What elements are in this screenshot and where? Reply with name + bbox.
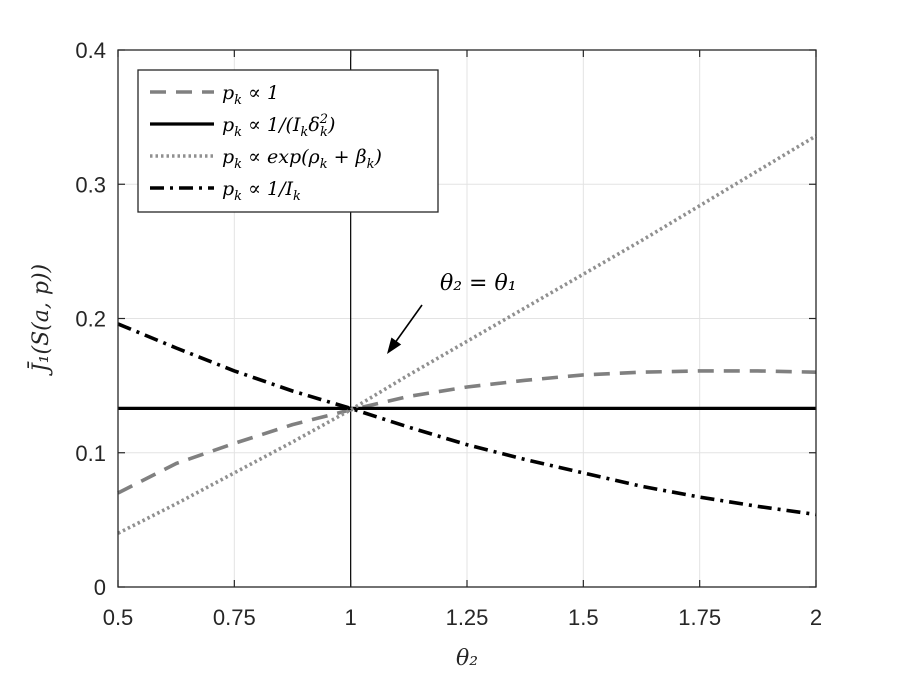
ticks bbox=[117, 49, 817, 588]
legend: pk ∝ 1 pk ∝ 1/(Ikδ2 k) pk ∝ exp(ρk + βk) pk … bbox=[137, 69, 439, 213]
x-tick-label: 2 bbox=[810, 605, 822, 630]
x-tick-label: 0.5 bbox=[103, 605, 134, 630]
series-line-3 bbox=[117, 134, 817, 535]
x-tick-label: 1.75 bbox=[678, 605, 721, 630]
y-axis-label: J̄₁(S(a, p)) bbox=[27, 264, 54, 376]
series-line-1 bbox=[117, 369, 817, 495]
legend-label-4: pk ∝ 1/Ik bbox=[222, 178, 301, 204]
x-tick-label: 1.25 bbox=[446, 605, 489, 630]
y-tick-label: 0.4 bbox=[75, 38, 106, 63]
x-axis-label: θ₂ bbox=[456, 646, 478, 671]
legend-label-1: pk ∝ 1 bbox=[222, 82, 279, 108]
legend-label-3: pk ∝ exp(ρk + βk) bbox=[222, 146, 382, 172]
x-tick-label: 0.75 bbox=[213, 605, 256, 630]
annotation-arrow bbox=[391, 304, 423, 348]
x-tick-label: 1 bbox=[345, 605, 357, 630]
annotation: θ₂ = θ₁ bbox=[387, 271, 517, 354]
annotation-text: θ₂ = θ₁ bbox=[440, 271, 517, 296]
x-tick-label: 1.5 bbox=[568, 605, 599, 630]
y-tick-label: 0.3 bbox=[75, 172, 106, 197]
annotation-arrowhead bbox=[387, 337, 402, 354]
y-tick-label: 0 bbox=[94, 575, 106, 600]
series-layer bbox=[117, 134, 817, 535]
tick-labels: 0.5 0.75 1 1.25 1.5 1.75 2 0 0.1 0.2 0.3 0.4 bbox=[75, 38, 822, 630]
legend-label-2: pk ∝ 1/(Ikδ2 k) bbox=[222, 112, 335, 140]
y-tick-label: 0.1 bbox=[75, 441, 106, 466]
y-tick-label: 0.2 bbox=[75, 307, 106, 332]
series-line-4 bbox=[117, 322, 817, 517]
legend-items: pk ∝ 1 pk ∝ 1/(Ikδ2 k) pk ∝ exp(ρk + βk) pk … bbox=[150, 82, 382, 204]
